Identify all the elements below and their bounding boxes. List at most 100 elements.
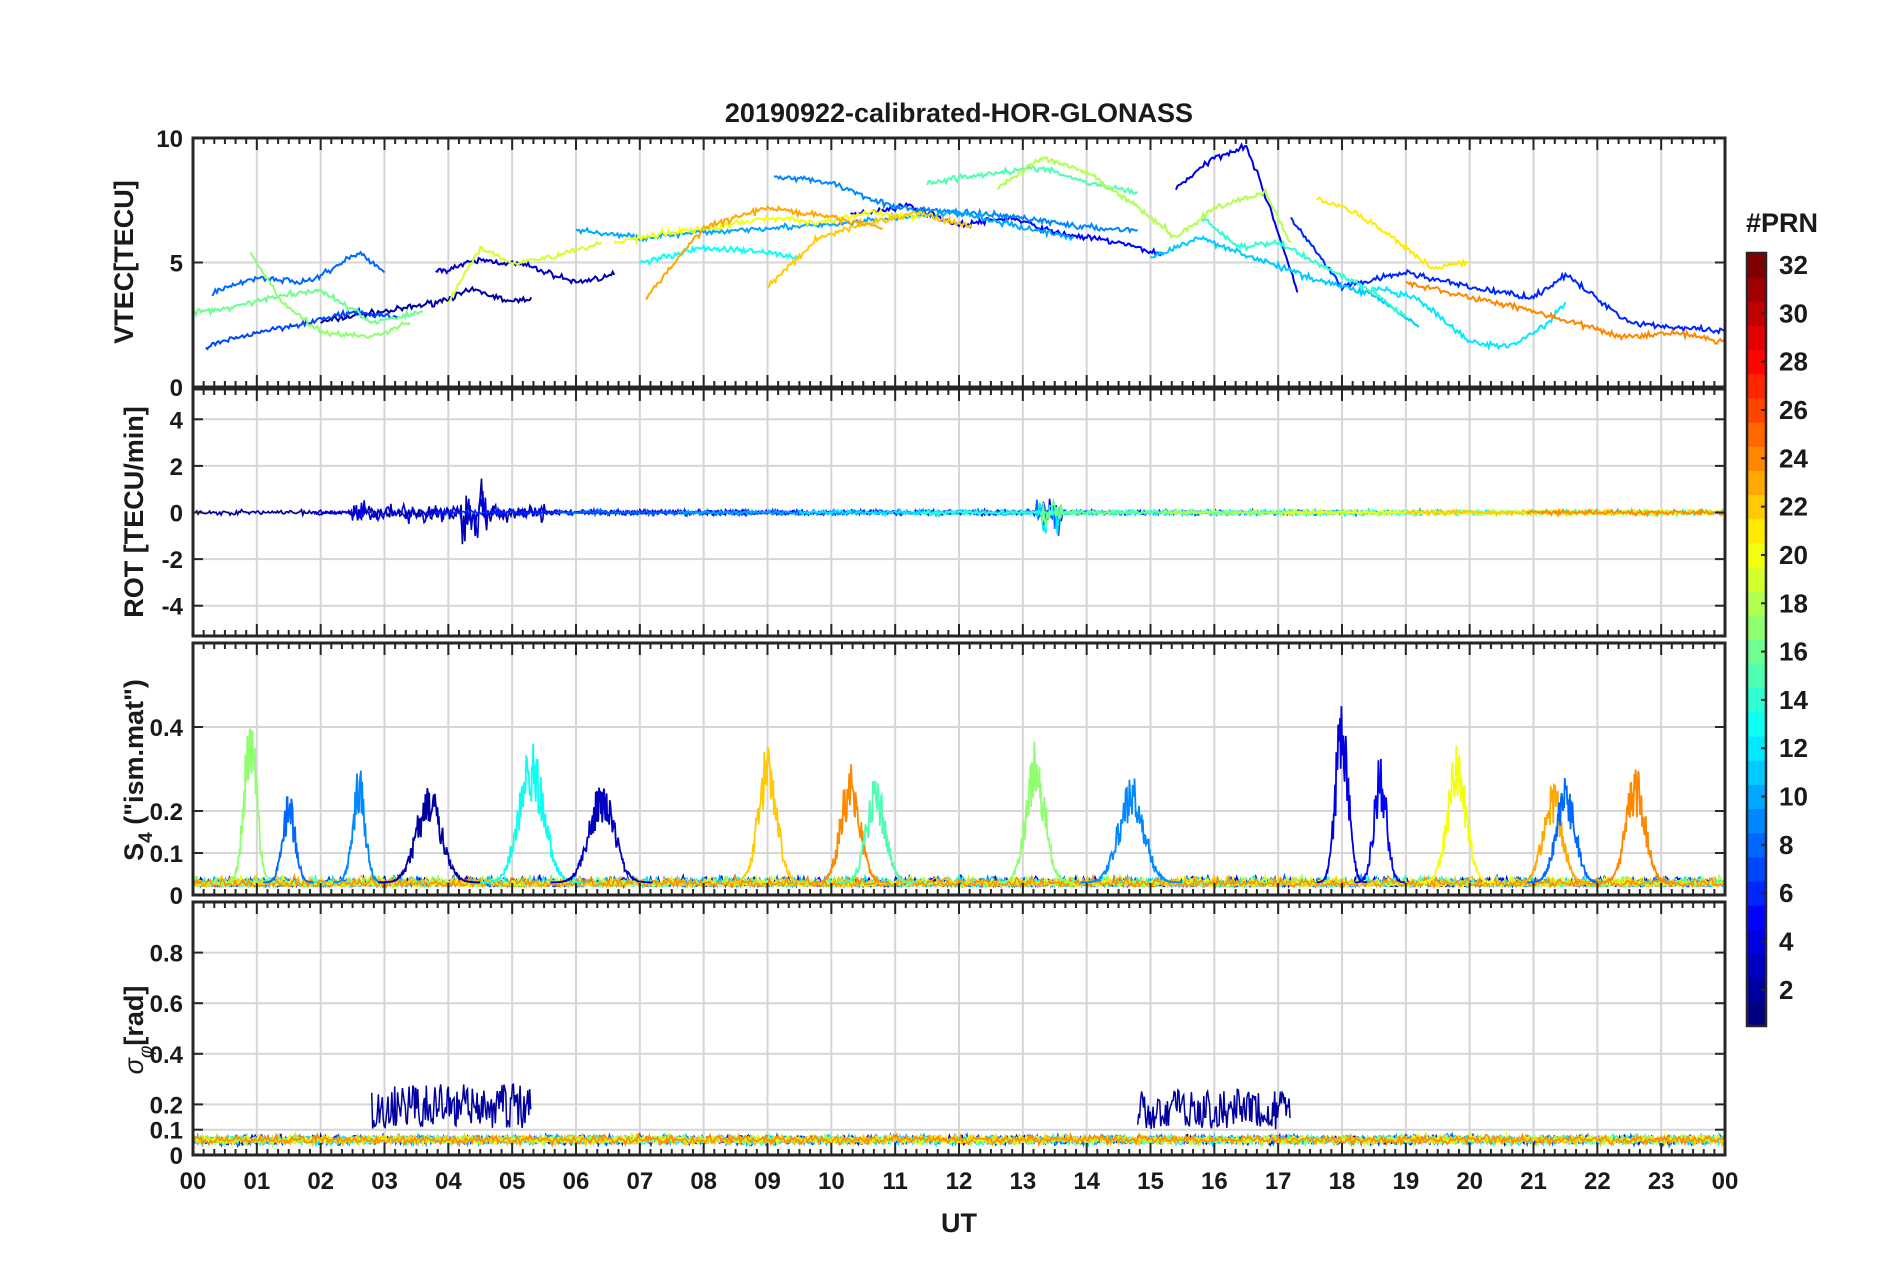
s4-baseline-prn-24 [193,873,1724,890]
ticks-s4: 0 0.1 0.2 0.4 [150,643,1726,910]
colorbar-cell [1747,784,1766,810]
ylabel-sigma: σφ[rad] [119,986,157,1075]
vtec-line-prn-18 [996,155,1292,244]
x-tick-label: 00 [180,1168,207,1195]
colorbar-tick-label: 10 [1779,782,1808,812]
y-tick-label: 0.2 [150,1092,183,1119]
vtec-line-prn-16 [193,288,424,326]
colorbar-cell [1747,736,1766,761]
colorbar-tick-label: 32 [1779,250,1808,280]
colorbar-cell [1747,301,1766,326]
s4-spike-prn-8 [1527,777,1604,884]
ticks-rot: -4 -2 0 2 4 [162,389,1726,636]
colorbar-cell [1747,446,1766,471]
colorbar-cell [1747,639,1766,665]
colorbar-cell [1747,711,1766,737]
colorbar-tick-label: 14 [1779,685,1808,715]
x-tick-labels: 00 01 02 03 04 05 06 07 08 09 10 11 12 13 14 15 16 17 18 19… [180,1168,1739,1195]
y-tick-label: 0 [170,375,183,402]
vtec-line-prn-2 [320,285,533,324]
colorbar-tick-label: 12 [1779,733,1808,763]
x-tick-label: 11 [882,1168,907,1195]
colorbar-cell [1747,953,1766,979]
x-tick-label: 17 [1265,1168,1292,1195]
ylabel-sigma-rest: [rad] [119,986,149,1046]
s4-spike-prn-15 [837,780,915,884]
colorbar-cell [1747,1001,1766,1027]
s4-spike-prn-8 [263,796,314,884]
colorbar-cell [1747,832,1766,858]
vtec-line-prn-4 [1175,142,1299,293]
grid-s4 [193,643,1725,895]
colorbar-cell [1747,397,1766,423]
colorbar-tick-label: 18 [1779,588,1808,618]
colorbar-tick-label: 20 [1779,540,1808,570]
colorbar-cell [1747,687,1766,713]
ylabel-s4-rest: ("ism.mat") [119,679,149,832]
x-tick-label: 13 [1009,1168,1036,1195]
colorbar-frame [1745,251,1768,1028]
x-tick-label: 03 [371,1168,398,1195]
series-sigma [193,1083,1725,1149]
vtec-line-prn-9 [773,174,1138,235]
vtec-line-prn-13 [639,243,801,267]
colorbar-tick-label: 8 [1779,830,1793,860]
colorbar-cell [1747,856,1766,882]
s4-spike-prn-22 [729,746,806,884]
sigma-burst-prn-2 [370,1083,532,1129]
vtec-line-prn-14 [1200,216,1407,318]
y-tick-label: 0.4 [150,1042,184,1069]
series-vtec [193,142,1725,351]
y-tick-label: 4 [170,407,184,434]
s4-spike-prn-13 [480,743,583,884]
x-tick-label: 05 [499,1168,526,1195]
ylabel-sigma-sub: φ [136,1046,157,1058]
ylabel-s4: S4 ("ism.mat") [119,679,157,861]
colorbar-cell [1747,615,1766,640]
x-tick-label: 15 [1137,1168,1164,1195]
x-tick-label: 22 [1584,1168,1611,1195]
ylabel-rot: ROT [TECU/min] [119,406,149,617]
colorbar-cell [1747,494,1766,520]
colorbar-tick-label: 30 [1779,298,1808,328]
sigma-line-prn-24 [193,1131,1725,1148]
x-tick-label: 23 [1648,1168,1675,1195]
ticks-vtec: 0 5 10 [156,126,1726,402]
ylabel-s4-sub: 4 [136,832,157,843]
vtec-line-prn-7 [205,306,398,351]
colorbar-cell [1747,760,1766,785]
rot-line-prn-12 [798,502,1725,535]
x-tick-label: 06 [563,1168,590,1195]
x-tick-label: 09 [754,1168,781,1195]
x-tick-label: 18 [1329,1168,1356,1195]
chart-title: 20190922-calibrated-HOR-GLONASS [725,98,1193,128]
y-tick-label: 0.4 [150,715,184,742]
colorbar-cell [1747,929,1766,955]
y-tick-label: 10 [156,126,183,153]
vtec-line-prn-24 [1405,280,1725,345]
panel-rot: -4 -2 0 2 4 ROT [TECU/min] [119,387,1727,638]
x-tick-label: 12 [946,1168,973,1195]
y-tick-label: 0.8 [150,941,183,968]
y-tick-label: -2 [162,547,183,574]
colorbar-cell [1747,373,1766,399]
x-tick-label: 19 [1392,1168,1419,1195]
panel-sigma: 00.10.2 0.4 0.6 0.8 σφ[rad] [119,900,1727,1170]
colorbar-title: #PRN [1746,208,1818,238]
vtec-line-prn-20 [613,207,921,246]
ticks-sigma: 00.10.2 0.4 0.6 0.8 [150,902,1726,1170]
y-tick-label: 0 [170,883,183,910]
s4-spike-prn-24 [812,764,889,884]
colorbar-tick-label: 4 [1779,926,1794,956]
colorbar-cell [1747,542,1766,568]
x-tick-label: 21 [1520,1168,1547,1195]
rot-line-prn-24 [1526,507,1725,518]
ylabel-sigma-main: σ [119,1056,149,1074]
colorbar-tick-label: 26 [1779,395,1808,425]
s4-spike-prn-2 [378,787,481,884]
colorbar-tick-label: 16 [1779,637,1808,667]
colorbar-tick-label: 6 [1779,878,1793,908]
